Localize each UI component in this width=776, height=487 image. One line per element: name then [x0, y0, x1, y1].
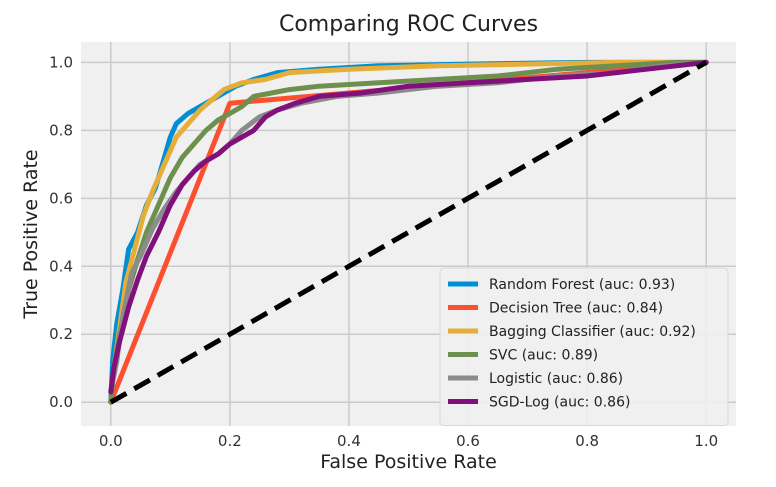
x-tick-label: 0.0 — [99, 432, 123, 450]
series-line-5 — [108, 59, 709, 395]
x-tick-label: 1.0 — [694, 432, 718, 450]
x-tick-label: 0.8 — [575, 432, 599, 450]
legend-label-1: Decision Tree (auc: 0.84) — [489, 301, 663, 317]
y-tick-label: 0.8 — [49, 121, 73, 139]
legend-label-0: Random Forest (auc: 0.93) — [489, 277, 675, 293]
legend-label-3: SVC (auc: 0.89) — [489, 348, 598, 364]
x-tick-label: 0.6 — [456, 432, 480, 450]
series-line-2 — [108, 59, 709, 405]
legend-label-4: Logistic (auc: 0.86) — [489, 371, 623, 387]
y-tick-label: 0.6 — [49, 189, 73, 207]
x-tick-label: 0.4 — [337, 432, 361, 450]
x-tick-label: 0.2 — [218, 432, 242, 450]
x-axis-label: False Positive Rate — [320, 451, 497, 473]
y-tick-label: 0.4 — [49, 257, 73, 275]
y-tick-label: 0.0 — [49, 393, 73, 411]
legend-label-2: Bagging Classifier (auc: 0.92) — [489, 324, 696, 340]
y-axis-label: True Positive Rate — [20, 149, 42, 319]
chart-title: Comparing ROC Curves — [279, 12, 538, 37]
y-tick-label: 1.0 — [49, 53, 73, 71]
tick-labels: 0.0 0.2 0.4 0.6 0.8 1.0 0.0 0.2 0.4 0.6 0.8 1.0 — [49, 53, 718, 450]
y-tick-label: 0.2 — [49, 325, 73, 343]
legend-box — [439, 267, 729, 426]
legend: Random Forest (auc: 0.93) Decision Tree (… — [439, 267, 729, 426]
chance-diagonal-line — [109, 60, 708, 405]
legend-label-5: SGD-Log (auc: 0.86) — [489, 395, 630, 411]
series-lines — [108, 59, 709, 405]
